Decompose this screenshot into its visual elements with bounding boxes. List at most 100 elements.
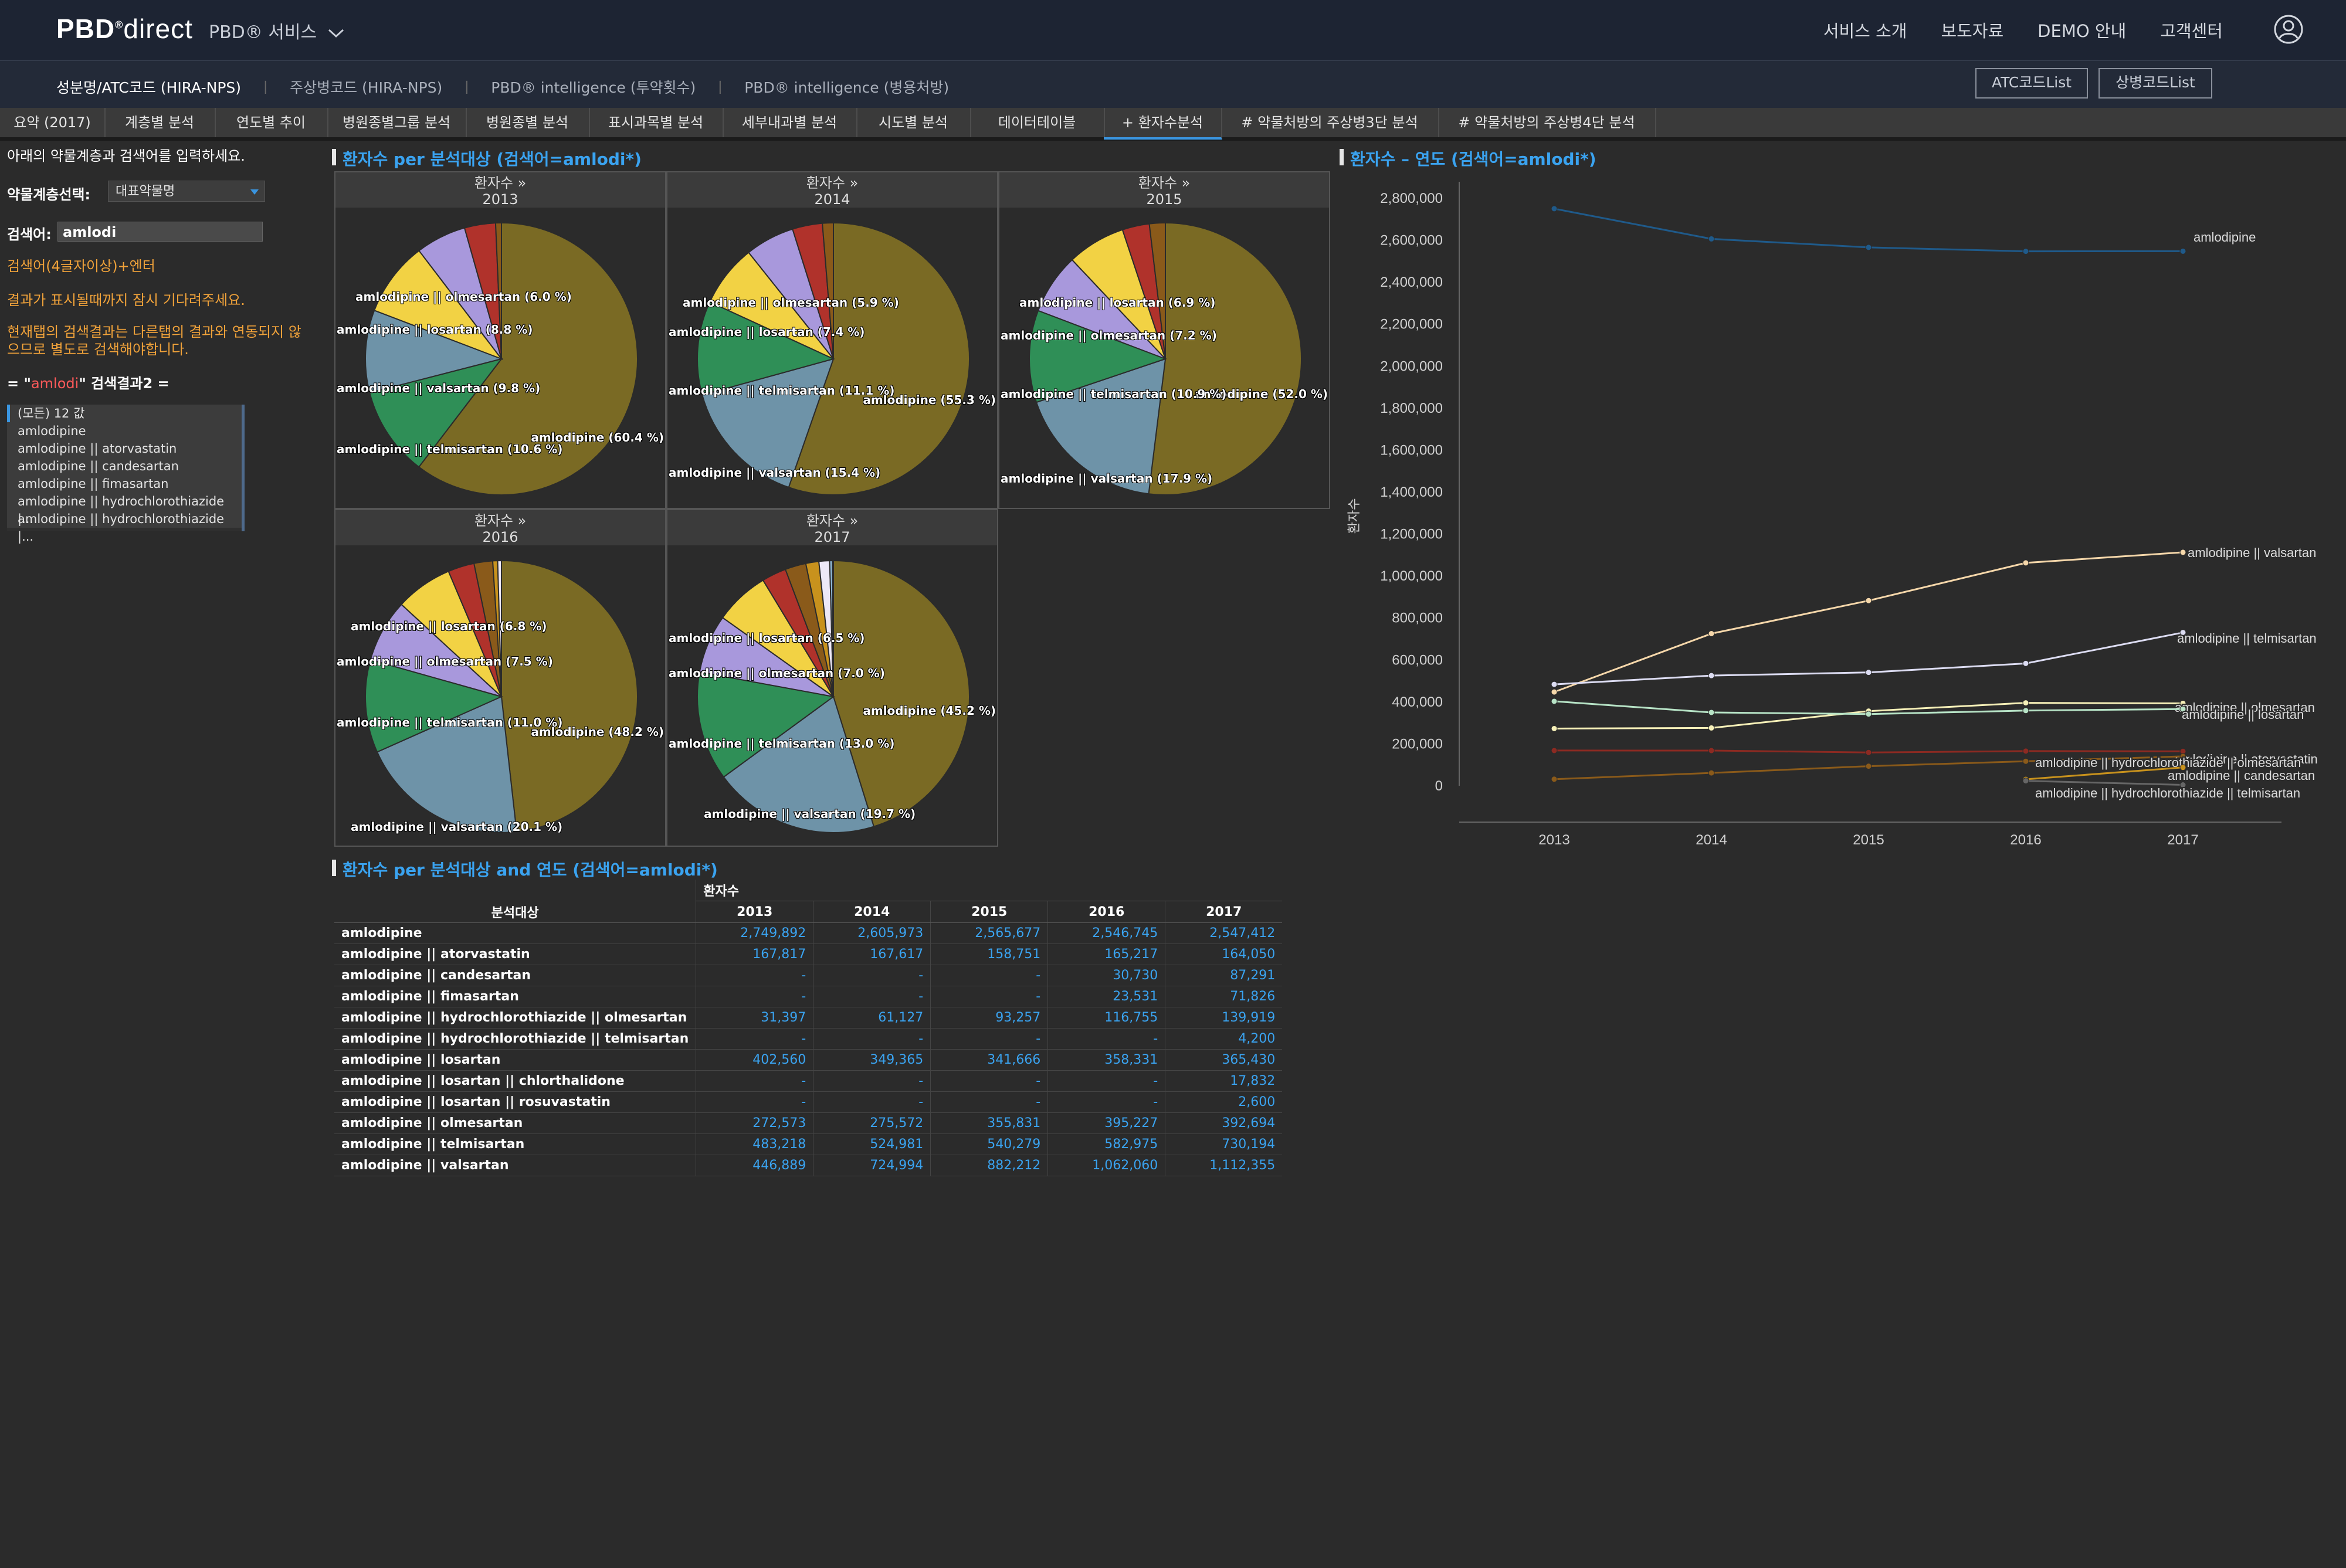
line-point[interactable] <box>1551 698 1558 705</box>
pie-slice[interactable] <box>1029 310 1167 403</box>
tab-yearly[interactable]: 연도별 추이 <box>215 108 328 137</box>
search-input[interactable]: amlodi <box>57 222 263 242</box>
tab-data-table[interactable]: 데이터테이블 <box>970 108 1105 137</box>
pie-slice[interactable] <box>708 252 834 359</box>
list-item[interactable]: amlodipine || fimasartan <box>7 475 242 493</box>
list-item-all[interactable]: (모든) 12 값 <box>7 405 242 422</box>
line-point[interactable] <box>1708 630 1715 637</box>
line-point[interactable] <box>1551 725 1558 732</box>
line-point[interactable] <box>1865 669 1872 676</box>
pie-slice[interactable] <box>723 695 875 833</box>
line-point[interactable] <box>1865 244 1872 251</box>
pie-slice[interactable] <box>822 222 834 359</box>
line-point[interactable] <box>1551 681 1558 688</box>
pie-slice[interactable] <box>501 559 639 833</box>
line-point[interactable] <box>2179 629 2186 636</box>
pie-slice[interactable] <box>376 695 518 833</box>
subnav-atc[interactable]: 성분명/ATC코드 (HIRA-NPS) <box>56 79 242 96</box>
tab-hierarchy[interactable]: 계층별 분석 <box>104 108 216 137</box>
line-series[interactable]: amlodipine <box>1551 205 2257 255</box>
atc-code-list-button[interactable]: ATC코드List <box>1975 68 2088 99</box>
pie-header[interactable]: 환자수 » 2015 <box>999 172 1329 208</box>
subnav-disease[interactable]: 주상병코드 (HIRA-NPS) <box>290 79 443 96</box>
pie-header[interactable]: 환자수 » 2017 <box>667 510 997 545</box>
list-item[interactable]: amlodipine || hydrochlorothiazide |... <box>7 493 242 526</box>
line-point[interactable] <box>1551 688 1558 695</box>
line-point[interactable] <box>1708 235 1715 242</box>
line-point[interactable] <box>2179 705 2186 712</box>
line-point[interactable] <box>2022 248 2029 255</box>
nav-support[interactable]: 고객센터 <box>2160 21 2223 41</box>
line-point[interactable] <box>2022 778 2029 785</box>
line-point[interactable] <box>2022 660 2029 667</box>
level-select[interactable]: 대표약물명 <box>108 181 265 202</box>
line-point[interactable] <box>1551 747 1558 754</box>
nav-press[interactable]: 보도자료 <box>1941 21 2004 41</box>
pie-slice[interactable] <box>494 222 502 359</box>
pie-slice[interactable] <box>699 616 834 697</box>
pie-slice[interactable] <box>365 659 503 753</box>
user-icon[interactable] <box>2273 14 2304 45</box>
pie-slice[interactable] <box>373 250 503 361</box>
disease-code-list-button[interactable]: 상병코드List <box>2098 68 2212 99</box>
nav-demo[interactable]: DEMO 안내 <box>2038 21 2127 41</box>
line-point[interactable] <box>2022 700 2029 707</box>
result-listbox[interactable]: (모든) 12 값 amlodipine amlodipine || atorv… <box>7 405 245 544</box>
line-series[interactable]: amlodipine || telmisartan <box>1551 629 2318 688</box>
line-point[interactable] <box>2022 758 2029 765</box>
pie-header[interactable]: 환자수 » 2014 <box>667 172 997 208</box>
line-point[interactable] <box>1865 749 1872 756</box>
pie-slice[interactable] <box>1148 222 1166 359</box>
pie-slice[interactable] <box>701 358 835 488</box>
pie-slice[interactable] <box>365 309 504 394</box>
list-item[interactable]: amlodipine || candesartan <box>7 457 242 475</box>
line-point[interactable] <box>2022 559 2029 566</box>
line-series[interactable]: amlodipine || candesartan <box>2022 764 2316 784</box>
line-point[interactable] <box>1865 597 1872 604</box>
service-menu[interactable]: PBD® 서비스 <box>209 18 345 43</box>
tab-disease-4[interactable]: # 약물처방의 주상병4단 분석 <box>1438 108 1656 137</box>
subnav-intelligence-count[interactable]: PBD® intelligence (투약횟수) <box>491 79 696 96</box>
line-series[interactable]: amlodipine || losartan <box>1551 698 2305 723</box>
line-point[interactable] <box>2179 764 2186 771</box>
pie-slice[interactable] <box>833 559 970 827</box>
pie-slice[interactable] <box>696 301 835 396</box>
subnav-intelligence-combo[interactable]: PBD® intelligence (병용처방) <box>744 79 950 96</box>
line-series[interactable]: amlodipine || atorvastatin <box>1551 747 2319 768</box>
tab-hospital-type[interactable]: 병원종별 분석 <box>466 108 590 137</box>
tab-patient-analysis[interactable]: + 환자수분석 <box>1104 108 1222 140</box>
line-point[interactable] <box>1708 709 1715 716</box>
pie-header[interactable]: 환자수 » 2016 <box>335 510 665 545</box>
pie-slice[interactable] <box>697 671 835 778</box>
tab-internal-medicine[interactable]: 세부내과별 분석 <box>723 108 857 137</box>
line-point[interactable] <box>2179 781 2186 788</box>
line-series[interactable]: amlodipine || hydrochlorothiazide || tel… <box>2022 778 2301 802</box>
list-item[interactable]: amlodipine || hydrochlorothiazide |... <box>7 510 242 544</box>
pie-slice[interactable] <box>1148 222 1302 495</box>
line-point[interactable] <box>2179 549 2186 556</box>
line-point[interactable] <box>1708 724 1715 731</box>
line-point[interactable] <box>1551 205 1558 212</box>
line-point[interactable] <box>1708 672 1715 679</box>
line-point[interactable] <box>2179 247 2186 254</box>
line-point[interactable] <box>1708 769 1715 776</box>
line-point[interactable] <box>2179 753 2186 760</box>
pie-slice[interactable] <box>1037 259 1166 359</box>
line-series[interactable]: amlodipine || valsartan <box>1551 544 2317 695</box>
tab-summary[interactable]: 요약 (2017) <box>0 108 106 137</box>
line-point[interactable] <box>2022 707 2029 714</box>
tab-hospital-group[interactable]: 병원종별그룹 분석 <box>327 108 467 137</box>
pie-slice[interactable] <box>369 358 503 468</box>
line-point[interactable] <box>2022 748 2029 755</box>
pie-slice[interactable] <box>418 222 638 495</box>
pie-slice[interactable] <box>369 603 502 697</box>
tab-region[interactable]: 시도별 분석 <box>856 108 971 137</box>
line-point[interactable] <box>1551 776 1558 783</box>
nav-service-intro[interactable]: 서비스 소개 <box>1823 21 1907 41</box>
list-item[interactable]: amlodipine <box>7 422 242 440</box>
pie-slice[interactable] <box>1035 358 1167 495</box>
list-item[interactable]: amlodipine || atorvastatin <box>7 440 242 457</box>
pie-header[interactable]: 환자수 » 2013 <box>335 172 665 208</box>
line-point[interactable] <box>1708 747 1715 754</box>
line-point[interactable] <box>1865 711 1872 718</box>
